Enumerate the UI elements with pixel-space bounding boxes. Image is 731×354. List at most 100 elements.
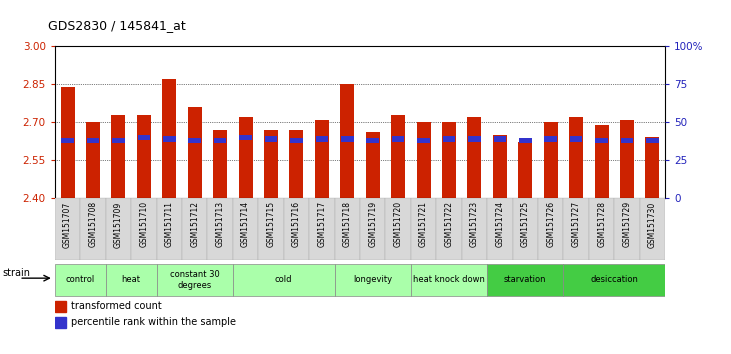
Bar — [595, 138, 608, 143]
Bar — [80, 198, 106, 260]
Text: GSM151707: GSM151707 — [63, 201, 72, 247]
Text: GSM151728: GSM151728 — [597, 201, 606, 247]
Bar — [335, 198, 360, 260]
Bar — [417, 122, 431, 198]
Bar — [137, 115, 151, 198]
Text: percentile rank within the sample: percentile rank within the sample — [72, 317, 236, 327]
Bar — [258, 198, 284, 260]
Text: GSM151721: GSM151721 — [419, 201, 428, 247]
Bar — [341, 136, 354, 142]
Text: starvation: starvation — [504, 275, 547, 284]
Bar — [214, 138, 227, 143]
Bar — [589, 198, 614, 260]
Text: GDS2830 / 145841_at: GDS2830 / 145841_at — [48, 19, 185, 32]
Bar — [411, 264, 487, 296]
Bar — [290, 138, 303, 143]
Text: GSM151715: GSM151715 — [267, 201, 276, 247]
Bar — [594, 125, 609, 198]
Bar — [462, 198, 487, 260]
Bar — [112, 138, 125, 143]
Text: longevity: longevity — [353, 275, 393, 284]
Bar — [487, 198, 512, 260]
Bar — [442, 122, 456, 198]
Bar — [55, 316, 66, 328]
Bar — [86, 122, 100, 198]
Bar — [55, 301, 66, 312]
Bar — [182, 198, 208, 260]
Text: cold: cold — [275, 275, 292, 284]
Bar — [646, 138, 659, 143]
Bar — [213, 130, 227, 198]
Bar — [545, 136, 557, 142]
Bar — [289, 130, 303, 198]
Text: control: control — [66, 275, 95, 284]
Text: GSM151711: GSM151711 — [164, 201, 174, 247]
Bar — [284, 198, 309, 260]
Text: GSM151717: GSM151717 — [317, 201, 326, 247]
Bar — [544, 122, 558, 198]
Bar — [265, 136, 277, 142]
Text: GSM151729: GSM151729 — [623, 201, 632, 247]
Bar — [360, 198, 385, 260]
Bar — [564, 264, 665, 296]
Bar — [335, 264, 411, 296]
Bar — [467, 117, 482, 198]
Bar — [518, 142, 532, 198]
Bar — [111, 115, 126, 198]
Bar — [417, 138, 430, 143]
Text: GSM151723: GSM151723 — [470, 201, 479, 247]
Text: GSM151714: GSM151714 — [241, 201, 250, 247]
Bar — [493, 135, 507, 198]
Text: transformed count: transformed count — [72, 301, 162, 312]
Bar — [569, 117, 583, 198]
Text: GSM151722: GSM151722 — [444, 201, 453, 247]
Text: GSM151727: GSM151727 — [572, 201, 580, 247]
Bar — [366, 138, 379, 143]
Bar — [512, 198, 538, 260]
Bar — [316, 136, 328, 142]
Bar — [519, 138, 531, 143]
Bar — [106, 264, 156, 296]
Bar — [61, 138, 74, 143]
Text: heat: heat — [121, 275, 140, 284]
Text: GSM151709: GSM151709 — [114, 201, 123, 247]
Text: GSM151720: GSM151720 — [394, 201, 403, 247]
Bar — [411, 198, 436, 260]
Bar — [538, 198, 564, 260]
Bar — [156, 198, 182, 260]
Bar — [468, 136, 481, 142]
Bar — [487, 264, 564, 296]
Bar — [614, 198, 640, 260]
Bar — [493, 136, 506, 142]
Bar — [106, 198, 131, 260]
Text: GSM151725: GSM151725 — [520, 201, 530, 247]
Text: GSM151712: GSM151712 — [190, 201, 200, 247]
Text: strain: strain — [3, 268, 31, 278]
Bar — [621, 138, 633, 143]
Text: GSM151716: GSM151716 — [292, 201, 301, 247]
Bar — [264, 130, 278, 198]
Bar — [162, 79, 176, 198]
Text: GSM151719: GSM151719 — [368, 201, 377, 247]
Bar — [238, 117, 253, 198]
Bar — [315, 120, 329, 198]
Bar — [564, 198, 589, 260]
Bar — [341, 84, 355, 198]
Bar — [391, 115, 405, 198]
Text: GSM151718: GSM151718 — [343, 201, 352, 247]
Text: GSM151726: GSM151726 — [546, 201, 556, 247]
Bar — [640, 198, 665, 260]
Bar — [137, 135, 150, 140]
Bar — [570, 136, 583, 142]
Bar — [620, 120, 634, 198]
Text: GSM151724: GSM151724 — [496, 201, 504, 247]
Bar — [233, 198, 258, 260]
Text: heat knock down: heat knock down — [413, 275, 485, 284]
Text: desiccation: desiccation — [591, 275, 638, 284]
Bar — [443, 136, 455, 142]
Text: GSM151730: GSM151730 — [648, 201, 657, 247]
Bar — [188, 107, 202, 198]
Bar — [55, 264, 106, 296]
Bar — [163, 136, 175, 142]
Bar — [392, 136, 404, 142]
